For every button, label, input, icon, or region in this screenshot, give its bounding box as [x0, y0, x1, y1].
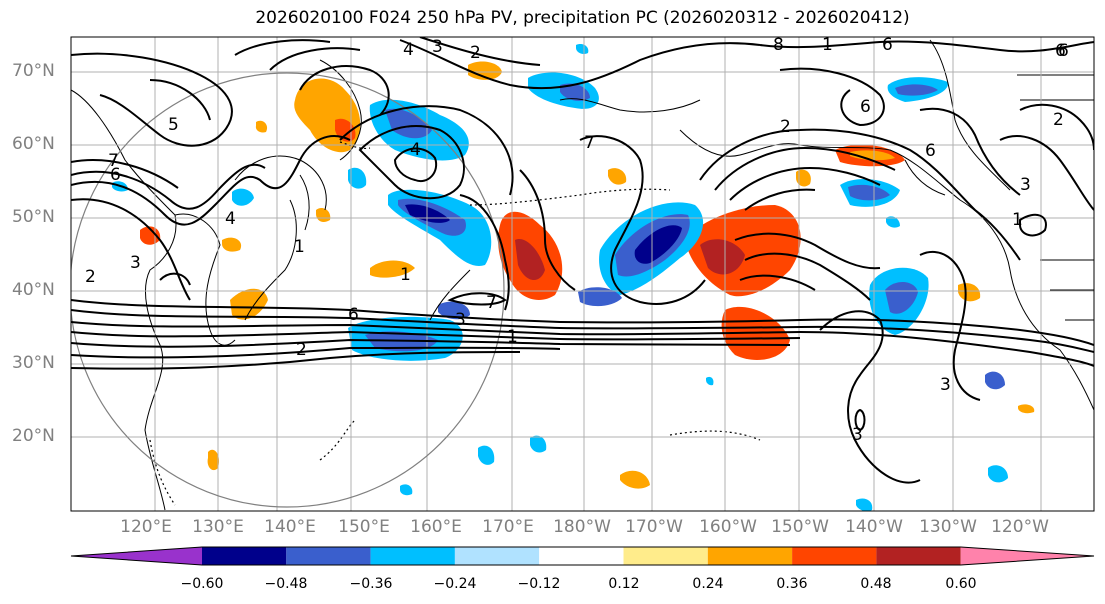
colorbar-bin: [539, 547, 624, 565]
colorbar-bin: [707, 547, 793, 565]
colorbar-bin: [370, 547, 455, 565]
contour-label: 6: [882, 35, 893, 55]
lon-label: 130°W: [919, 517, 977, 537]
lon-label: 140°E: [264, 517, 316, 537]
contour-label: 1: [1012, 210, 1023, 230]
lat-label: 70°N: [12, 61, 55, 81]
colorbar-bin: [792, 547, 877, 565]
lat-label: 50°N: [12, 207, 55, 227]
contour-label: 6: [860, 97, 871, 117]
contour-label: 4: [403, 40, 414, 60]
lat-label: 60°N: [12, 134, 55, 154]
colorbar: [70, 546, 1095, 566]
colorbar-extend-high: [960, 547, 1094, 565]
colorbar-tick-label: 0.48: [860, 576, 892, 592]
contour-label: 3: [1020, 175, 1031, 195]
lon-label: 180°W: [553, 517, 611, 537]
contour-label: 7: [108, 151, 119, 171]
coastlines: [71, 39, 1094, 511]
contour-label: 6: [1058, 41, 1069, 61]
lat-label: 40°N: [12, 280, 55, 300]
map-title: 2026020100 F024 250 hPa PV, precipitatio…: [255, 8, 910, 28]
contour-label: 7: [486, 293, 497, 313]
contour-label: 1: [294, 237, 305, 257]
contour-label: 2: [1053, 110, 1064, 130]
contour-label: 2: [470, 43, 481, 63]
contour-label: 1: [507, 327, 518, 347]
range-circle: [71, 72, 505, 508]
colorbar-bin: [623, 547, 708, 565]
lat-label: 30°N: [12, 353, 55, 373]
contour-label: 3: [432, 37, 443, 57]
contour-label: 5: [168, 115, 179, 135]
lon-label: 140°W: [845, 517, 903, 537]
colorbar-bin: [876, 547, 961, 565]
colorbar-tick-label: 0.60: [945, 576, 977, 592]
colorbar-bin: [202, 547, 287, 565]
lat-label: 20°N: [12, 426, 55, 446]
colorbar-extend-low: [71, 547, 202, 565]
colorbar-outline: [70, 546, 1095, 566]
contour-label: 8: [773, 35, 784, 55]
gridlines: [71, 37, 1094, 511]
colorbar-tick-label: −0.12: [517, 576, 561, 592]
contour-label: 1: [400, 265, 411, 285]
colorbar-tick-label: 0.36: [776, 576, 808, 592]
contour-label: 3: [130, 253, 141, 273]
colorbar-bin: [286, 547, 371, 565]
lon-label: 120°E: [120, 517, 172, 537]
map-frame: [70, 36, 1095, 512]
lon-label: 170°E: [482, 517, 534, 537]
colorbar-tick-label: −0.60: [180, 576, 224, 592]
pv-contours: [71, 37, 1094, 484]
contour-label: 6: [925, 141, 936, 161]
lon-label: 150°E: [338, 517, 390, 537]
contour-label: 3: [455, 310, 466, 330]
contour-label: 6: [348, 305, 359, 325]
lon-label: 170°W: [625, 517, 683, 537]
colorbar-tick-label: −0.24: [433, 576, 477, 592]
contour-label: 6: [110, 165, 121, 185]
contour-label: 4: [225, 209, 236, 229]
contour-label: 2: [296, 340, 307, 360]
lon-label: 120°W: [991, 517, 1049, 537]
contour-label: 1: [822, 35, 833, 55]
contour-label: 4: [410, 140, 421, 160]
contour-label: 7: [584, 133, 595, 153]
map-area: 5 4 3 2 8 1 6 7 6 7 6 2 1 6 4 2 3 6 3 1 …: [71, 35, 1094, 511]
lon-label: 150°W: [771, 517, 829, 537]
lon-label: 160°W: [699, 517, 757, 537]
colorbar-bin: [454, 547, 540, 565]
contour-label: 3: [852, 425, 863, 445]
contour-label-group: 5 4 3 2 8 1 6 7 6 7 6 2 1 6 4 2 3 6 3 1 …: [85, 35, 1069, 445]
colorbar-tick-label: −0.36: [349, 576, 393, 592]
lon-label: 130°E: [192, 517, 244, 537]
colorbar-tick-label: −0.48: [264, 576, 308, 592]
contour-label: 2: [780, 117, 791, 137]
contour-label: 2: [85, 267, 96, 287]
lon-label: 160°E: [410, 517, 462, 537]
colorbar-tick-label: 0.24: [692, 576, 724, 592]
colorbar-tick-label: 0.12: [608, 576, 640, 592]
contour-label: 6: [1055, 41, 1066, 61]
contour-label: 3: [940, 375, 951, 395]
